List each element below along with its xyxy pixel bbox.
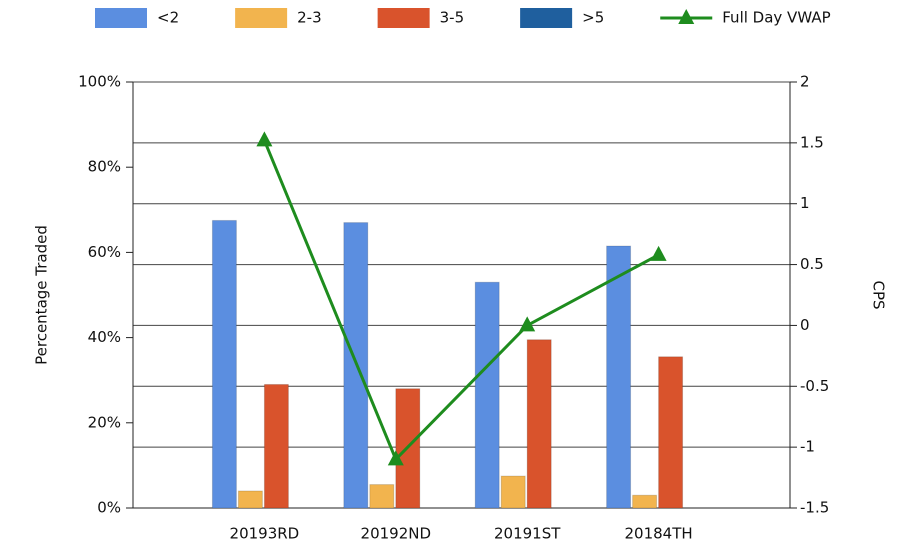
y-tick-label: 80% <box>88 158 121 176</box>
y2-tick-label: 0.5 <box>800 255 824 273</box>
y2-tick-label: -0.5 <box>800 377 829 395</box>
bar <box>369 484 395 509</box>
bar <box>237 490 263 509</box>
y-tick-label: 20% <box>88 413 121 431</box>
line-marker <box>387 450 404 466</box>
legend-swatch <box>678 9 695 24</box>
y2-tick-label: 1 <box>800 194 810 212</box>
line <box>263 139 660 462</box>
x-tick-label: 20193RD <box>230 525 300 543</box>
y2-axis-label: CPS <box>870 280 888 309</box>
y-axis-label: Percentage Traded <box>33 225 51 365</box>
line-marker <box>650 245 667 261</box>
bar <box>500 475 526 509</box>
bar <box>632 494 658 509</box>
y-tick-label: 40% <box>88 328 121 346</box>
legend-label: 3-5 <box>440 9 465 27</box>
y-tick-label: 60% <box>88 243 121 261</box>
bar <box>658 356 684 509</box>
bar <box>263 383 289 509</box>
x-tick-label: 20192ND <box>361 525 432 543</box>
y2-tick-label: -1.5 <box>800 499 829 517</box>
y-tick-label: 100% <box>78 73 121 91</box>
legend-swatch <box>95 8 147 28</box>
line-marker <box>256 131 273 147</box>
bar <box>606 245 632 509</box>
y2-tick-label: -1 <box>800 438 815 456</box>
y-tick-label: 0% <box>97 499 121 517</box>
legend-label: 2-3 <box>297 9 322 27</box>
bar <box>211 219 237 509</box>
line-marker <box>519 316 536 332</box>
y2-tick-label: 0 <box>800 316 810 334</box>
legend-swatch <box>235 8 288 28</box>
legend-swatch <box>520 8 573 28</box>
bar <box>526 339 552 509</box>
x-tick-label: 20184TH <box>625 525 693 543</box>
y2-tick-label: 1.5 <box>800 133 824 151</box>
legend-label: >5 <box>582 9 604 27</box>
y2-tick-label: 2 <box>800 73 810 91</box>
legend-label: <2 <box>157 9 179 27</box>
bar <box>474 281 500 509</box>
legend-swatch <box>377 8 430 28</box>
x-tick-label: 20191ST <box>494 525 561 543</box>
legend-label: Full Day VWAP <box>722 9 830 27</box>
